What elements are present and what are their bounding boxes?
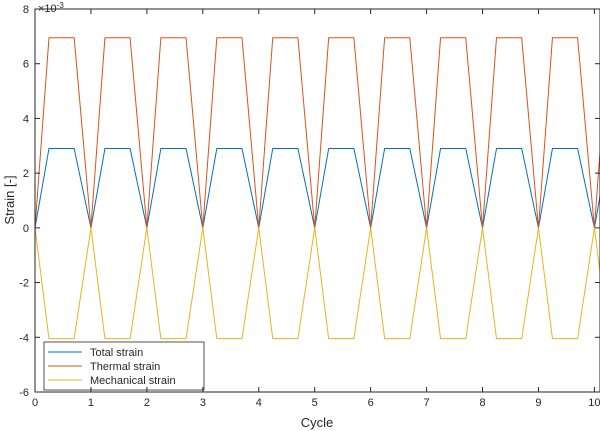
x-tick-label: 6 (368, 397, 374, 409)
x-tick-label: 0 (32, 397, 38, 409)
axes-box (34, 8, 600, 393)
y-tick-label: 8 (23, 4, 29, 16)
x-tick-label: 9 (535, 397, 541, 409)
series-line-thermal-strain (34, 37, 600, 228)
y-axis-label: Strain [-] (2, 175, 17, 224)
series-line-mechanical-strain (34, 227, 600, 340)
legend-label: Thermal strain (90, 361, 160, 373)
y-tick-label: 6 (23, 59, 29, 71)
y-tick-label: 4 (23, 113, 29, 125)
y-tick-label: 0 (23, 223, 29, 235)
x-tick-label: 8 (479, 397, 485, 409)
y-tick-label: 2 (23, 168, 29, 180)
y-tick-label: -2 (19, 278, 29, 290)
y-tick-label: -6 (19, 387, 29, 399)
x-tick-label: 4 (256, 397, 262, 409)
series-layer (34, 37, 600, 340)
x-tick-label: 10 (588, 397, 600, 409)
plot-area (35, 9, 600, 392)
ticks-layer: 0 1 2 3 4 5 6 7 8 9 10 -6 -4 -2 0 2 4 6 8 (19, 4, 600, 409)
y-tick-label: -4 (19, 332, 29, 344)
legend-label: Mechanical strain (90, 375, 176, 387)
legend-label: Total strain (90, 347, 143, 359)
series-line-total-strain (34, 148, 600, 228)
x-tick-label: 3 (200, 397, 206, 409)
x-tick-label: 5 (312, 397, 318, 409)
y-exponent-power: -3 (57, 1, 65, 10)
legend-box (43, 341, 205, 391)
axes-layer (34, 8, 600, 393)
x-tick-label: 2 (144, 397, 150, 409)
x-tick-label: 1 (88, 397, 94, 409)
y-exponent-label: ×10-3 (38, 1, 64, 16)
x-axis-label: Cycle (301, 415, 334, 430)
y-exponent-base: ×10 (38, 3, 57, 15)
legend: Total strain Thermal strain Mechanical str… (43, 341, 205, 391)
x-tick-label: 7 (424, 397, 430, 409)
